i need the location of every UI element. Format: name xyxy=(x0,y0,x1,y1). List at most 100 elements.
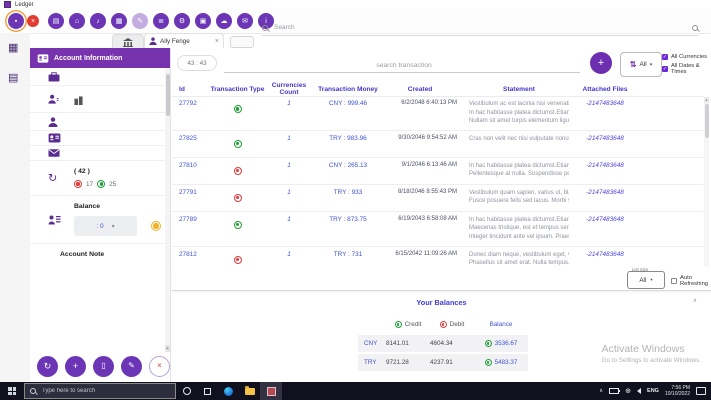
transaction-id[interactable]: 27825 xyxy=(179,134,197,142)
start-button[interactable] xyxy=(0,382,24,400)
column-header-transaction-money[interactable]: Transaction Money xyxy=(318,85,378,93)
toolbar-button-3[interactable]: ♪ xyxy=(90,13,106,29)
task-view-button[interactable] xyxy=(197,382,218,400)
list-controls: List Size All ▾ Auto Refreshing xyxy=(172,267,711,291)
tab-ally-fenge[interactable]: Ally Fenge × xyxy=(144,33,224,48)
column-header-created[interactable]: Created xyxy=(407,85,433,93)
close-button[interactable]: × xyxy=(149,355,170,377)
currency-filter-dropdown[interactable]: ⇅ All ▾ xyxy=(620,52,662,77)
table-row[interactable]: 27789 1 TRY : 873.75 6/19/2043 6:58:08 AM In… xyxy=(172,212,703,247)
clock[interactable]: 7:56 PM 10/10/2022 xyxy=(665,385,690,397)
all-dates-checkbox[interactable]: ✓ xyxy=(662,66,668,72)
scroll-up-icon[interactable]: ▲ xyxy=(704,97,709,103)
toolbar-button-10[interactable]: ✉ xyxy=(237,13,253,29)
search-icon xyxy=(30,388,36,394)
windows-icon xyxy=(8,387,16,395)
account-fields: ↻ ( 42 ) 17 25 Balance : 0 xyxy=(30,68,165,352)
taskbar-search-input[interactable] xyxy=(40,387,154,395)
toolbar-button-5[interactable]: ✎ xyxy=(132,13,148,29)
add-button[interactable]: + xyxy=(65,355,86,377)
attached-files[interactable]: -2147483648 xyxy=(586,215,624,223)
transaction-id[interactable]: 27812 xyxy=(179,250,197,258)
table-row[interactable]: 27825 1 TRY : 983.96 9/30/2046 9:54:52 AM Cr… xyxy=(172,131,703,158)
cortana-icon xyxy=(182,387,191,395)
attached-files[interactable]: -2147483648 xyxy=(586,134,624,142)
balance-total: 3536.67 xyxy=(474,340,528,347)
toolbar-button-power[interactable]: × xyxy=(27,15,39,27)
field-phone xyxy=(30,131,165,146)
tab-bar: Ally Fenge × xyxy=(30,33,711,49)
credit-icon xyxy=(97,180,106,188)
column-header-statement[interactable]: Statement xyxy=(503,85,535,93)
cortana-button[interactable] xyxy=(176,382,197,400)
edge-button[interactable] xyxy=(218,382,239,400)
transaction-id[interactable]: 27789 xyxy=(179,215,197,223)
table-row[interactable]: 27792 1 CNY : 999.46 6/2/2048 6:40:13 PM Ves… xyxy=(172,96,703,131)
file-explorer-button[interactable] xyxy=(239,382,260,400)
all-currencies-checkbox[interactable]: ✓ xyxy=(662,54,668,60)
toolbar-button-7[interactable]: ⚙ xyxy=(174,13,190,29)
credit-total: 8141.01 xyxy=(386,340,409,347)
global-search-input[interactable] xyxy=(268,23,692,32)
scroll-down-icon[interactable]: + xyxy=(165,345,170,352)
panel-scrollbar[interactable]: + xyxy=(165,68,170,352)
table-row[interactable]: 27810 1 CNY : 265.13 9/1/2046 6:13:46 AM In … xyxy=(172,158,703,185)
credit-total: 9721.28 xyxy=(386,359,409,366)
table-row[interactable]: 27791 1 TRY : 933 8/18/2046 8:55:43 PM Vesti… xyxy=(172,185,703,212)
transaction-id[interactable]: 27792 xyxy=(179,100,197,107)
toolbar-button-2[interactable]: ⌂ xyxy=(69,13,85,29)
chevron-down-icon: ▾ xyxy=(650,277,653,282)
toolbar-button-8[interactable]: ▣ xyxy=(195,13,211,29)
add-transaction-button[interactable]: + xyxy=(590,52,612,74)
edit-button[interactable]: ✎ xyxy=(121,355,142,377)
new-tab-button[interactable] xyxy=(230,36,254,48)
network-icon[interactable]: ⊕ xyxy=(625,387,632,395)
toolbar-button-6[interactable]: ≣ xyxy=(153,13,169,29)
toolbar-button-4[interactable]: ▦ xyxy=(111,13,127,29)
ledger-taskbar-button[interactable] xyxy=(260,382,282,400)
attached-files[interactable]: -2147483648 xyxy=(586,188,624,196)
attached-files[interactable]: -2147483648 xyxy=(586,161,624,169)
toolbar-button-9[interactable]: ☁ xyxy=(216,13,232,29)
hidden-icons-chevron[interactable]: ∧ xyxy=(599,388,604,394)
language-indicator[interactable]: ENG xyxy=(647,388,659,394)
list-size-dropdown[interactable]: All ▾ xyxy=(627,271,665,289)
balances-column-debit: Debit xyxy=(449,321,465,328)
transaction-search-input[interactable] xyxy=(224,61,584,70)
search-icon[interactable] xyxy=(692,24,698,31)
statement-line: Maecenas tristique, est et tempus semper… xyxy=(469,225,569,232)
activation-watermark: Activate Windows Go to Settings to activ… xyxy=(602,343,701,364)
toolbar-button-active[interactable]: ▪ xyxy=(8,13,24,29)
collapse-icon[interactable]: ∧ xyxy=(692,298,697,304)
table-scrollbar[interactable]: ▲ xyxy=(704,97,709,267)
search-list-icon[interactable]: ▤ xyxy=(8,72,19,84)
column-header-attached-files[interactable]: Attached Files xyxy=(582,85,628,93)
count-badge: 43 : 43 xyxy=(177,55,217,71)
auto-refresh-checkbox[interactable] xyxy=(671,278,677,284)
volume-icon[interactable] xyxy=(637,388,642,394)
action-center-icon[interactable] xyxy=(696,387,706,395)
transaction-id[interactable]: 27810 xyxy=(179,161,197,169)
scrollbar-thumb[interactable] xyxy=(165,74,170,116)
attached-files[interactable]: -2147483648 xyxy=(586,250,624,258)
accounts-grid-icon[interactable]: ▦ xyxy=(8,42,19,54)
tab-accounts[interactable] xyxy=(112,34,144,49)
transaction-id[interactable]: 27791 xyxy=(179,188,197,196)
battery-icon[interactable] xyxy=(609,388,621,394)
balance-dropdown[interactable]: : 0 ▾ xyxy=(74,216,137,236)
briefcase-icon xyxy=(48,71,60,82)
field-client-name xyxy=(30,113,165,131)
column-header-id[interactable]: Id xyxy=(179,85,185,93)
column-header-currencies-count[interactable]: Currencies Count xyxy=(271,82,307,96)
attached-files[interactable]: -2147483648 xyxy=(586,100,624,107)
close-tab-icon[interactable]: × xyxy=(214,37,219,45)
toolbar-button-1[interactable]: ▤ xyxy=(48,13,64,29)
scrollbar-thumb[interactable] xyxy=(704,104,709,138)
transactions-area: 43 : 43 + ⇅ All ▾ ✓ All Currencies ✓ All… xyxy=(172,48,711,382)
credit-icon xyxy=(394,321,402,328)
column-header-transaction-type[interactable]: Transaction Type xyxy=(210,85,265,93)
refresh-button[interactable]: ↻ xyxy=(37,355,58,377)
credit-icon xyxy=(233,105,242,113)
delete-button[interactable]: ▯ xyxy=(93,355,114,377)
table-row[interactable]: 27812 1 TRY : 731 6/15/2042 11:09:26 AM Done… xyxy=(172,247,703,268)
